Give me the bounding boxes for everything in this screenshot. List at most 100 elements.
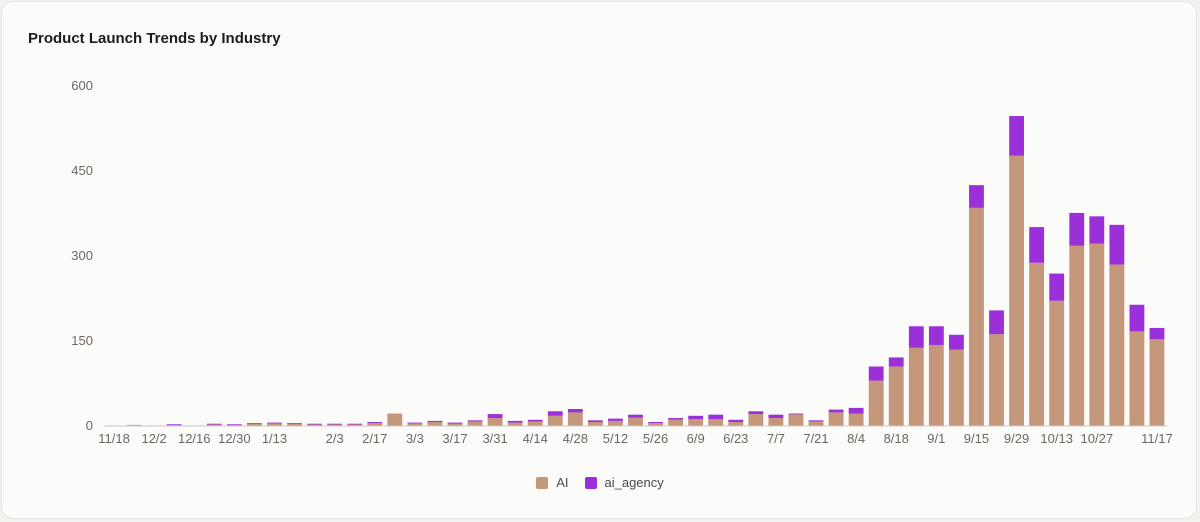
bar-ai-agency[interactable] bbox=[628, 414, 643, 418]
bar-ai-agency[interactable] bbox=[1009, 116, 1024, 156]
bar-ai-agency[interactable] bbox=[407, 422, 423, 424]
bar-ai[interactable] bbox=[1129, 331, 1145, 426]
bar-ai[interactable] bbox=[1069, 245, 1085, 426]
bar-ai-agency[interactable] bbox=[507, 420, 523, 423]
bar-ai[interactable] bbox=[587, 422, 603, 426]
bar-ai[interactable] bbox=[126, 424, 142, 426]
bar-ai[interactable] bbox=[908, 347, 924, 426]
bar-ai[interactable] bbox=[247, 423, 262, 426]
bar-ai-agency[interactable] bbox=[788, 413, 804, 415]
bar-ai[interactable] bbox=[226, 424, 242, 426]
bar-ai[interactable] bbox=[868, 380, 884, 426]
bar-ai[interactable] bbox=[628, 417, 643, 427]
bar-ai-agency[interactable] bbox=[307, 423, 323, 425]
bar-ai[interactable] bbox=[808, 421, 824, 426]
bar-ai[interactable] bbox=[748, 414, 764, 426]
bar-ai-agency[interactable] bbox=[1129, 304, 1145, 332]
bar-ai-agency[interactable] bbox=[808, 420, 824, 422]
bar-ai[interactable] bbox=[728, 422, 744, 426]
bar-ai[interactable] bbox=[527, 421, 543, 426]
bar-ai-agency[interactable] bbox=[206, 423, 222, 425]
bar-ai-agency[interactable] bbox=[1049, 273, 1065, 301]
bar-ai[interactable] bbox=[567, 412, 583, 426]
bar-ai-agency[interactable] bbox=[1069, 212, 1085, 246]
bar-ai[interactable] bbox=[989, 334, 1004, 426]
bar-ai-agency[interactable] bbox=[848, 407, 864, 414]
bar-ai-agency[interactable] bbox=[487, 414, 503, 419]
bar-ai-agency[interactable] bbox=[367, 422, 383, 424]
bar-ai-agency[interactable] bbox=[868, 366, 884, 381]
bar-ai[interactable] bbox=[928, 344, 944, 426]
bar-ai[interactable] bbox=[768, 418, 784, 426]
bar-ai[interactable] bbox=[688, 419, 704, 426]
bar-ai[interactable] bbox=[407, 423, 423, 426]
bar-ai-agency[interactable] bbox=[226, 424, 242, 426]
bar-ai[interactable] bbox=[888, 366, 904, 427]
bar-ai-agency[interactable] bbox=[989, 310, 1004, 335]
bar-ai[interactable] bbox=[166, 424, 182, 426]
legend-item-ai-agency[interactable]: ai_agency bbox=[584, 475, 664, 490]
bar-ai-agency[interactable] bbox=[447, 422, 463, 424]
bar-ai[interactable] bbox=[287, 423, 302, 426]
bar-ai-agency[interactable] bbox=[567, 409, 583, 413]
bar-ai-agency[interactable] bbox=[166, 424, 182, 426]
bar-ai[interactable] bbox=[327, 424, 343, 426]
bar-ai[interactable] bbox=[467, 421, 483, 426]
bar-ai[interactable] bbox=[206, 424, 222, 426]
bar-ai[interactable] bbox=[267, 423, 282, 426]
bar-ai[interactable] bbox=[788, 414, 804, 426]
bar-ai-agency[interactable] bbox=[347, 423, 363, 425]
bar-ai-agency[interactable] bbox=[287, 423, 302, 424]
bar-ai[interactable] bbox=[547, 415, 563, 426]
bar-ai[interactable] bbox=[948, 349, 964, 427]
bar-ai[interactable] bbox=[828, 412, 844, 426]
bar-ai-agency[interactable] bbox=[1149, 327, 1165, 340]
bar-ai-agency[interactable] bbox=[948, 334, 964, 350]
bar-ai[interactable] bbox=[1109, 264, 1125, 427]
bar-ai-agency[interactable] bbox=[828, 409, 844, 413]
bar-ai-agency[interactable] bbox=[467, 420, 483, 422]
bar-ai-agency[interactable] bbox=[587, 420, 603, 423]
bar-ai-agency[interactable] bbox=[267, 422, 282, 424]
bar-ai[interactable] bbox=[668, 419, 684, 426]
bar-ai-agency[interactable] bbox=[1089, 216, 1105, 244]
bar-ai-agency[interactable] bbox=[668, 418, 684, 420]
bar-ai-agency[interactable] bbox=[327, 423, 343, 425]
bar-ai-agency[interactable] bbox=[969, 185, 984, 208]
bar-ai[interactable] bbox=[708, 419, 724, 426]
bar-ai[interactable] bbox=[608, 420, 623, 426]
bar-ai[interactable] bbox=[387, 413, 403, 426]
bar-ai-agency[interactable] bbox=[768, 414, 784, 419]
bar-ai[interactable] bbox=[1149, 339, 1165, 426]
bar-ai[interactable] bbox=[307, 424, 323, 426]
bar-ai-agency[interactable] bbox=[688, 415, 704, 420]
legend-item-ai[interactable]: AI bbox=[536, 475, 569, 490]
bar-ai[interactable] bbox=[507, 422, 523, 426]
bar-ai-agency[interactable] bbox=[728, 419, 744, 423]
bar-ai[interactable] bbox=[848, 413, 864, 426]
bar-ai-agency[interactable] bbox=[748, 411, 764, 415]
bar-ai-agency[interactable] bbox=[648, 422, 663, 424]
bar-ai-agency[interactable] bbox=[928, 326, 944, 345]
bar-ai-agency[interactable] bbox=[608, 418, 623, 421]
bar-ai-agency[interactable] bbox=[908, 326, 924, 348]
bar-ai[interactable] bbox=[447, 423, 463, 426]
bar-ai[interactable] bbox=[367, 423, 383, 426]
bar-ai-agency[interactable] bbox=[247, 423, 262, 424]
bar-ai-agency[interactable] bbox=[1029, 227, 1045, 263]
bar-ai-agency[interactable] bbox=[1109, 224, 1125, 265]
bar-ai-agency[interactable] bbox=[427, 420, 443, 423]
bar-ai-agency[interactable] bbox=[708, 414, 724, 420]
bar-ai-agency[interactable] bbox=[547, 411, 563, 416]
bar-ai[interactable] bbox=[969, 207, 984, 426]
bar-ai[interactable] bbox=[1029, 262, 1045, 426]
bar-ai[interactable] bbox=[1049, 300, 1065, 426]
bar-ai-agency[interactable] bbox=[888, 357, 904, 367]
bar-ai[interactable] bbox=[487, 418, 503, 426]
bar-ai[interactable] bbox=[347, 424, 363, 426]
bar-ai[interactable] bbox=[1009, 155, 1024, 426]
bar-ai[interactable] bbox=[648, 423, 663, 426]
bar-ai[interactable] bbox=[427, 422, 443, 426]
bar-ai[interactable] bbox=[1089, 243, 1105, 426]
bar-ai-agency[interactable] bbox=[527, 419, 543, 422]
